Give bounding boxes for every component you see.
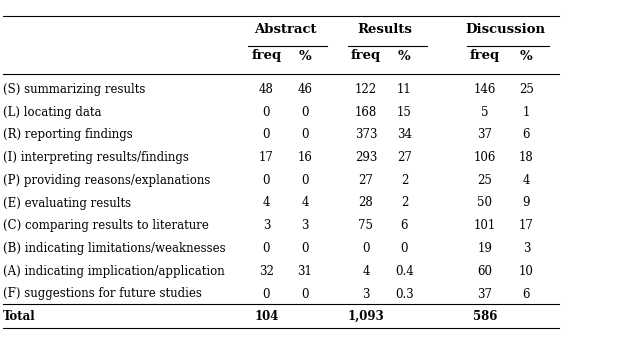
Text: 16: 16 [297,151,313,164]
Text: 10: 10 [519,265,534,278]
Text: (C) comparing results to literature: (C) comparing results to literature [3,219,209,232]
Text: 0: 0 [263,128,270,141]
Text: 0: 0 [301,287,309,301]
Text: 6: 6 [523,287,530,301]
Text: 25: 25 [477,174,492,187]
Text: 1,093: 1,093 [347,310,385,323]
Text: 31: 31 [297,265,313,278]
Text: 122: 122 [355,83,377,96]
Text: 3: 3 [263,219,270,232]
Text: 4: 4 [301,196,309,210]
Text: 2: 2 [401,174,408,187]
Text: (E) evaluating results: (E) evaluating results [3,196,132,210]
Text: 0: 0 [301,105,309,119]
Text: 293: 293 [355,151,377,164]
Text: 27: 27 [358,174,374,187]
Text: 373: 373 [354,128,377,141]
Text: (P) providing reasons/explanations: (P) providing reasons/explanations [3,174,211,187]
Text: 11: 11 [397,83,412,96]
Text: (A) indicating implication/application: (A) indicating implication/application [3,265,225,278]
Text: (B) indicating limitations/weaknesses: (B) indicating limitations/weaknesses [3,242,226,255]
Text: 27: 27 [397,151,412,164]
Text: Results: Results [358,23,413,36]
Text: 19: 19 [477,242,492,255]
Text: freq: freq [252,49,281,63]
Text: 32: 32 [259,265,274,278]
Text: 46: 46 [297,83,313,96]
Text: 3: 3 [362,287,370,301]
Text: 17: 17 [519,219,534,232]
Text: 25: 25 [519,83,534,96]
Text: 4: 4 [523,174,530,187]
Text: (L) locating data: (L) locating data [3,105,101,119]
Text: (S) summarizing results: (S) summarizing results [3,83,146,96]
Text: 0: 0 [401,242,408,255]
Text: 9: 9 [523,196,530,210]
Text: (R) reporting findings: (R) reporting findings [3,128,133,141]
Text: 5: 5 [481,105,489,119]
Text: 4: 4 [263,196,270,210]
Text: 0.4: 0.4 [395,265,414,278]
Text: 6: 6 [401,219,408,232]
Text: 0: 0 [301,128,309,141]
Text: 101: 101 [474,219,496,232]
Text: %: % [398,49,411,63]
Text: 17: 17 [259,151,274,164]
Text: Discussion: Discussion [465,23,545,36]
Text: 0: 0 [263,287,270,301]
Text: 0: 0 [362,242,370,255]
Text: 0: 0 [263,242,270,255]
Text: freq: freq [351,49,381,63]
Text: 3: 3 [301,219,309,232]
Text: 34: 34 [397,128,412,141]
Text: 3: 3 [523,242,530,255]
Text: %: % [299,49,311,63]
Text: 37: 37 [477,128,492,141]
Text: (F) suggestions for future studies: (F) suggestions for future studies [3,287,202,301]
Text: Total: Total [3,310,36,323]
Text: 60: 60 [477,265,492,278]
Text: 146: 146 [474,83,496,96]
Text: 48: 48 [259,83,274,96]
Text: 1: 1 [523,105,530,119]
Text: 50: 50 [477,196,492,210]
Text: 104: 104 [254,310,279,323]
Text: 18: 18 [519,151,534,164]
Text: 0: 0 [263,105,270,119]
Text: 0: 0 [301,174,309,187]
Text: %: % [520,49,533,63]
Text: 37: 37 [477,287,492,301]
Text: 0.3: 0.3 [395,287,414,301]
Text: 28: 28 [359,196,373,210]
Text: 2: 2 [401,196,408,210]
Text: freq: freq [470,49,499,63]
Text: 75: 75 [358,219,374,232]
Text: (I) interpreting results/findings: (I) interpreting results/findings [3,151,189,164]
Text: 586: 586 [473,310,497,323]
Text: 168: 168 [355,105,377,119]
Text: 15: 15 [397,105,412,119]
Text: 106: 106 [474,151,496,164]
Text: 0: 0 [263,174,270,187]
Text: Abstract: Abstract [254,23,317,36]
Text: 0: 0 [301,242,309,255]
Text: 4: 4 [362,265,370,278]
Text: 6: 6 [523,128,530,141]
